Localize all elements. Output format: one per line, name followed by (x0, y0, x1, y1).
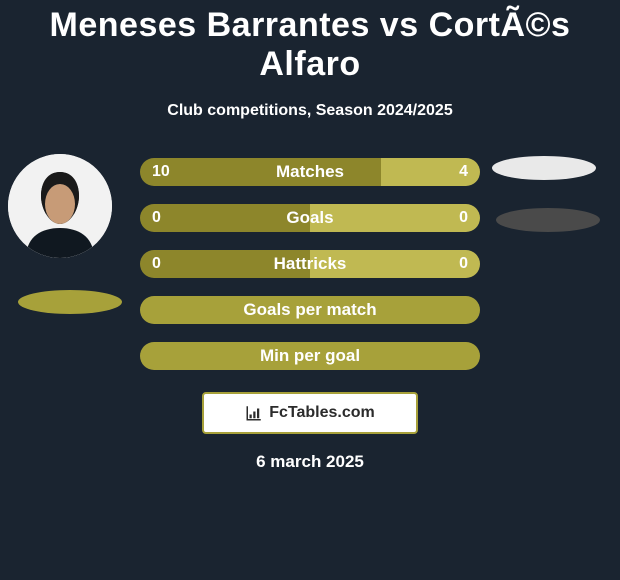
stat-bar: 00Hattricks (140, 250, 480, 278)
comparison-date: 6 march 2025 (0, 452, 620, 472)
stat-bar: 104Matches (140, 158, 480, 186)
brand-text: FcTables.com (269, 404, 375, 422)
player-left-shadow (18, 290, 122, 314)
stat-label: Hattricks (140, 254, 480, 274)
stat-label: Min per goal (140, 346, 480, 366)
stat-bar: 00Goals (140, 204, 480, 232)
bar-chart-icon (245, 404, 263, 422)
person-icon (8, 154, 112, 258)
stat-label: Goals per match (140, 300, 480, 320)
stat-bar: Goals per match (140, 296, 480, 324)
brand-badge[interactable]: FcTables.com (202, 392, 418, 434)
stats-bars: 104Matches 00Goals 00Hattricks Goals per ma… (140, 158, 480, 370)
player-right-shadow (496, 208, 600, 232)
player-left-avatar (8, 154, 112, 258)
stat-bar: Min per goal (140, 342, 480, 370)
comparison-subtitle: Club competitions, Season 2024/2025 (0, 102, 620, 120)
stat-label: Goals (140, 208, 480, 228)
stat-label: Matches (140, 162, 480, 182)
comparison-title: Meneses Barrantes vs CortÃ©s Alfaro (0, 0, 620, 84)
player-right-avatar-placeholder (492, 156, 596, 180)
comparison-content: 104Matches 00Goals 00Hattricks Goals per ma… (0, 158, 620, 472)
